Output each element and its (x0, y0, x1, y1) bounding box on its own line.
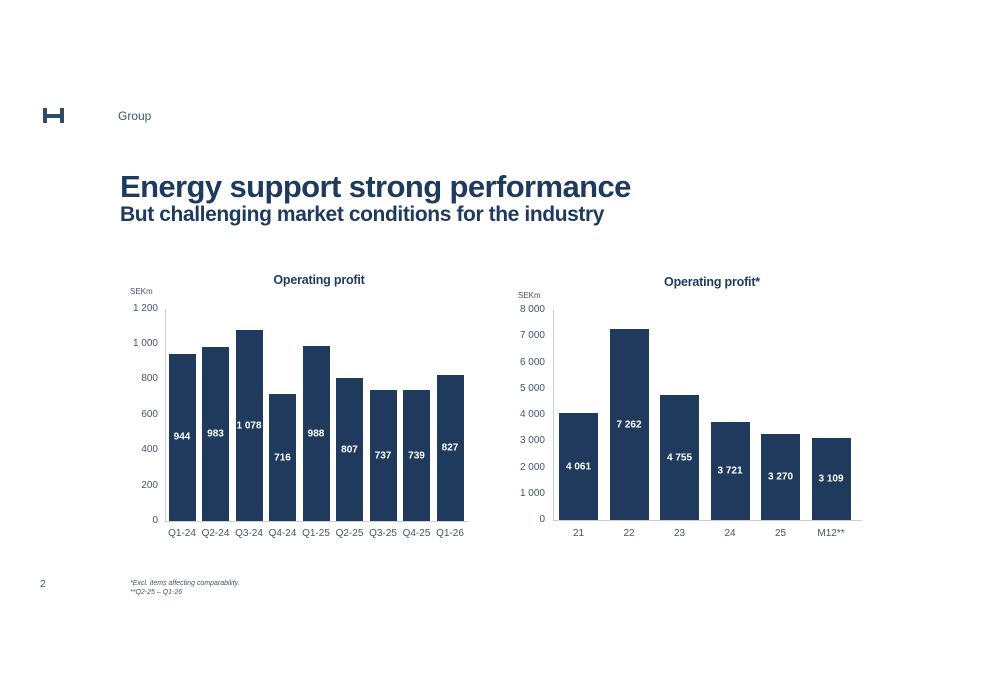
x-tick-label: 21 (572, 528, 585, 539)
y-tick-label: 6 000 (519, 356, 545, 368)
bar-value-label: 739 (408, 450, 425, 462)
bar-value-label: 7 262 (616, 419, 642, 431)
y-tick-label: 800 (141, 373, 158, 385)
page-number: 2 (40, 578, 46, 590)
x-axis-line (553, 520, 862, 521)
logo-bar (60, 108, 64, 123)
y-tick-label: 4 000 (519, 409, 545, 420)
bar: 3 270 (761, 434, 800, 520)
bar-value-label: 4 755 (666, 452, 693, 464)
bar: 716 (269, 394, 296, 521)
y-tick-label: 3 000 (519, 435, 545, 447)
bar: 1 078 (235, 330, 263, 521)
x-tick-label: Q4-25 (402, 528, 431, 539)
slide-title: Energy support strong performance (120, 169, 631, 204)
slide-subtitle: But challenging market conditions for th… (120, 203, 605, 226)
bar-value-label: 4 061 (565, 461, 592, 473)
y-tick-label: 5 000 (519, 382, 545, 394)
y-axis-line (553, 310, 554, 520)
x-tick-label: 24 (724, 528, 736, 539)
bar: 3 721 (710, 422, 750, 520)
footnote-line: *Excl. items affecting comparability. (130, 580, 240, 587)
x-tick-label: Q2-24 (201, 528, 230, 539)
bar-value-label: 3 109 (818, 473, 844, 485)
y-tick-label: 0 (539, 514, 545, 525)
y-tick-label: 0 (152, 515, 158, 526)
bar: 983 (202, 346, 229, 521)
bar: 3 109 (811, 438, 851, 520)
logo-bar (43, 113, 64, 118)
y-tick-label: 1 200 (132, 302, 158, 314)
bar-value-label: 3 270 (767, 471, 794, 483)
chart-title: Operating profit* (664, 275, 760, 289)
holmen-logo-icon (43, 108, 64, 123)
y-tick-label: 600 (141, 408, 158, 420)
bar: 807 (336, 378, 363, 521)
bar: 4 755 (660, 395, 699, 520)
axis-unit-label: SEKm (130, 287, 153, 296)
chart-title: Operating profit (273, 273, 365, 287)
x-tick-label: 23 (673, 528, 686, 539)
bar-value-label: 983 (207, 428, 224, 440)
y-tick-label: 1 000 (519, 487, 545, 499)
bar-value-label: 1 078 (236, 420, 262, 432)
x-tick-label: M12** (817, 528, 845, 539)
y-tick-label: 7 000 (519, 330, 545, 342)
y-tick-label: 1 000 (132, 337, 158, 349)
x-tick-label: 25 (774, 528, 787, 539)
x-tick-label: 22 (623, 528, 635, 539)
bar-value-label: 716 (274, 452, 291, 464)
y-axis-line (165, 308, 166, 521)
x-tick-label: Q2-25 (335, 528, 364, 539)
x-tick-label: Q1-25 (302, 528, 330, 539)
x-axis-line (165, 521, 468, 522)
bar-value-label: 807 (341, 444, 358, 456)
x-tick-label: Q3-24 (235, 528, 263, 539)
bar: 7 262 (609, 329, 649, 520)
section-label: Group (118, 109, 152, 123)
bar: 737 (369, 390, 397, 521)
bar-value-label: 827 (441, 442, 459, 454)
bar: 988 (302, 346, 330, 521)
bar: 4 061 (559, 413, 598, 520)
bar: 739 (403, 390, 430, 521)
bar: 827 (436, 374, 464, 521)
bar-value-label: 737 (374, 450, 392, 462)
bar-value-label: 3 721 (717, 465, 743, 477)
bar-value-label: 988 (307, 428, 325, 439)
footnotes: *Excl. items affecting comparability. **… (130, 579, 240, 597)
x-tick-label: Q3-25 (369, 528, 397, 539)
bar-value-label: 944 (173, 431, 191, 443)
x-tick-label: Q1-26 (436, 528, 464, 539)
x-tick-label: Q1-24 (168, 528, 196, 539)
y-tick-label: 400 (141, 444, 158, 456)
bar: 944 (168, 353, 196, 521)
x-tick-label: Q4-24 (268, 528, 297, 539)
axis-unit-label: SEKm (518, 291, 541, 300)
y-tick-label: 2 000 (519, 461, 545, 473)
y-tick-label: 8 000 (519, 304, 545, 315)
footnote-line: **Q2-25 – Q1-26 (130, 589, 183, 596)
y-tick-label: 200 (141, 479, 158, 491)
